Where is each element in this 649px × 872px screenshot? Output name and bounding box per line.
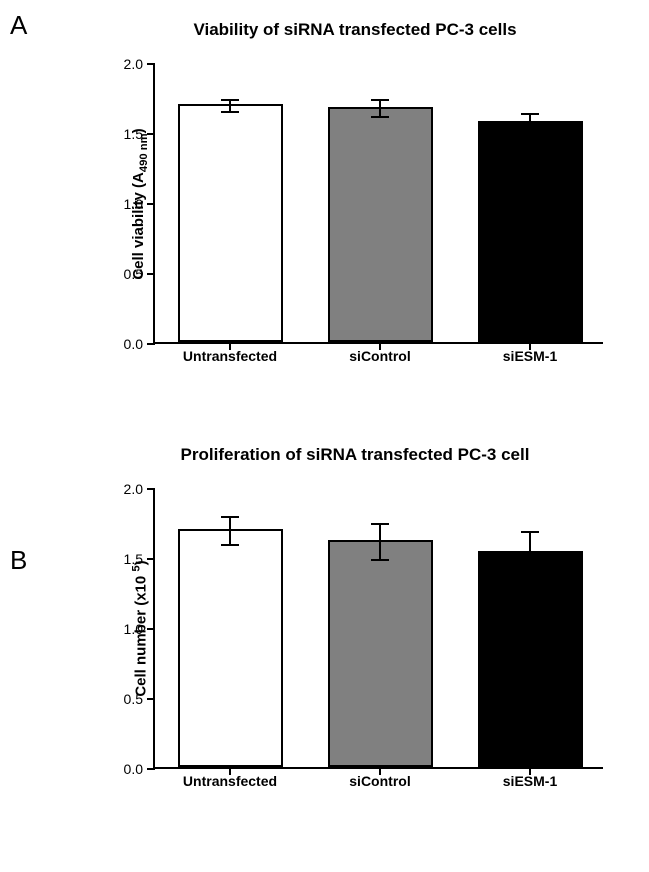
chart-b-xtick-label: Untransfected (183, 767, 277, 789)
chart-b-xtick-label: siESM-1 (503, 767, 557, 789)
chart-a-ylabel: Cell viability (A490 nm) (130, 74, 150, 334)
chart-b-plot: 0.00.51.01.52.0UntransfectedsiControlsiE… (75, 469, 635, 809)
chart-b-errorbar-cap (221, 544, 239, 546)
page: A Viability of siRNA transfected PC-3 ce… (0, 0, 649, 872)
chart-a-xtick-label: Untransfected (183, 342, 277, 364)
chart-b-bar (178, 529, 283, 767)
chart-a-title: Viability of siRNA transfected PC-3 cell… (75, 20, 635, 40)
chart-b: Proliferation of siRNA transfected PC-3 … (75, 445, 635, 825)
chart-a-errorbar-cap (221, 99, 239, 101)
chart-a-errorbar (379, 100, 381, 117)
chart-b-errorbar (529, 532, 531, 574)
chart-b-xtick-label: siControl (349, 767, 410, 789)
panel-a-label: A (10, 10, 27, 41)
chart-a-xtick-label: siControl (349, 342, 410, 364)
chart-a-plot: 0.00.51.01.52.0UntransfectedsiControlsiE… (75, 44, 635, 384)
chart-b-bar (328, 540, 433, 767)
chart-a-bar (478, 121, 583, 342)
chart-a-errorbar (529, 114, 531, 131)
chart-a-errorbar-cap (521, 130, 539, 132)
chart-b-errorbar (379, 524, 381, 560)
chart-a-errorbar-cap (221, 111, 239, 113)
chart-b-plot-area: 0.00.51.01.52.0UntransfectedsiControlsiE… (153, 489, 603, 769)
chart-b-errorbar-cap (371, 559, 389, 561)
chart-b-errorbar (229, 517, 231, 545)
chart-b-bar (478, 551, 583, 767)
chart-a-plot-area: 0.00.51.01.52.0UntransfectedsiControlsiE… (153, 64, 603, 344)
chart-a-xtick-label: siESM-1 (503, 342, 557, 364)
chart-b-ytick-label: 0.0 (124, 761, 155, 777)
chart-b-errorbar-cap (371, 523, 389, 525)
chart-a-ytick-label: 0.0 (124, 336, 155, 352)
panel-b-label: B (10, 545, 27, 576)
chart-a-bar (328, 107, 433, 342)
chart-b-errorbar-cap (521, 531, 539, 533)
chart-b-errorbar-cap (521, 573, 539, 575)
chart-a: Viability of siRNA transfected PC-3 cell… (75, 20, 635, 400)
chart-b-ylabel: Cell number (x10 5) (131, 499, 150, 759)
chart-a-errorbar-cap (521, 113, 539, 115)
chart-a-ytick-label: 2.0 (124, 56, 155, 72)
chart-a-errorbar-cap (371, 116, 389, 118)
chart-b-title: Proliferation of siRNA transfected PC-3 … (75, 445, 635, 465)
chart-b-errorbar-cap (221, 516, 239, 518)
chart-a-bar (178, 104, 283, 342)
chart-b-ytick-label: 2.0 (124, 481, 155, 497)
chart-a-errorbar-cap (371, 99, 389, 101)
